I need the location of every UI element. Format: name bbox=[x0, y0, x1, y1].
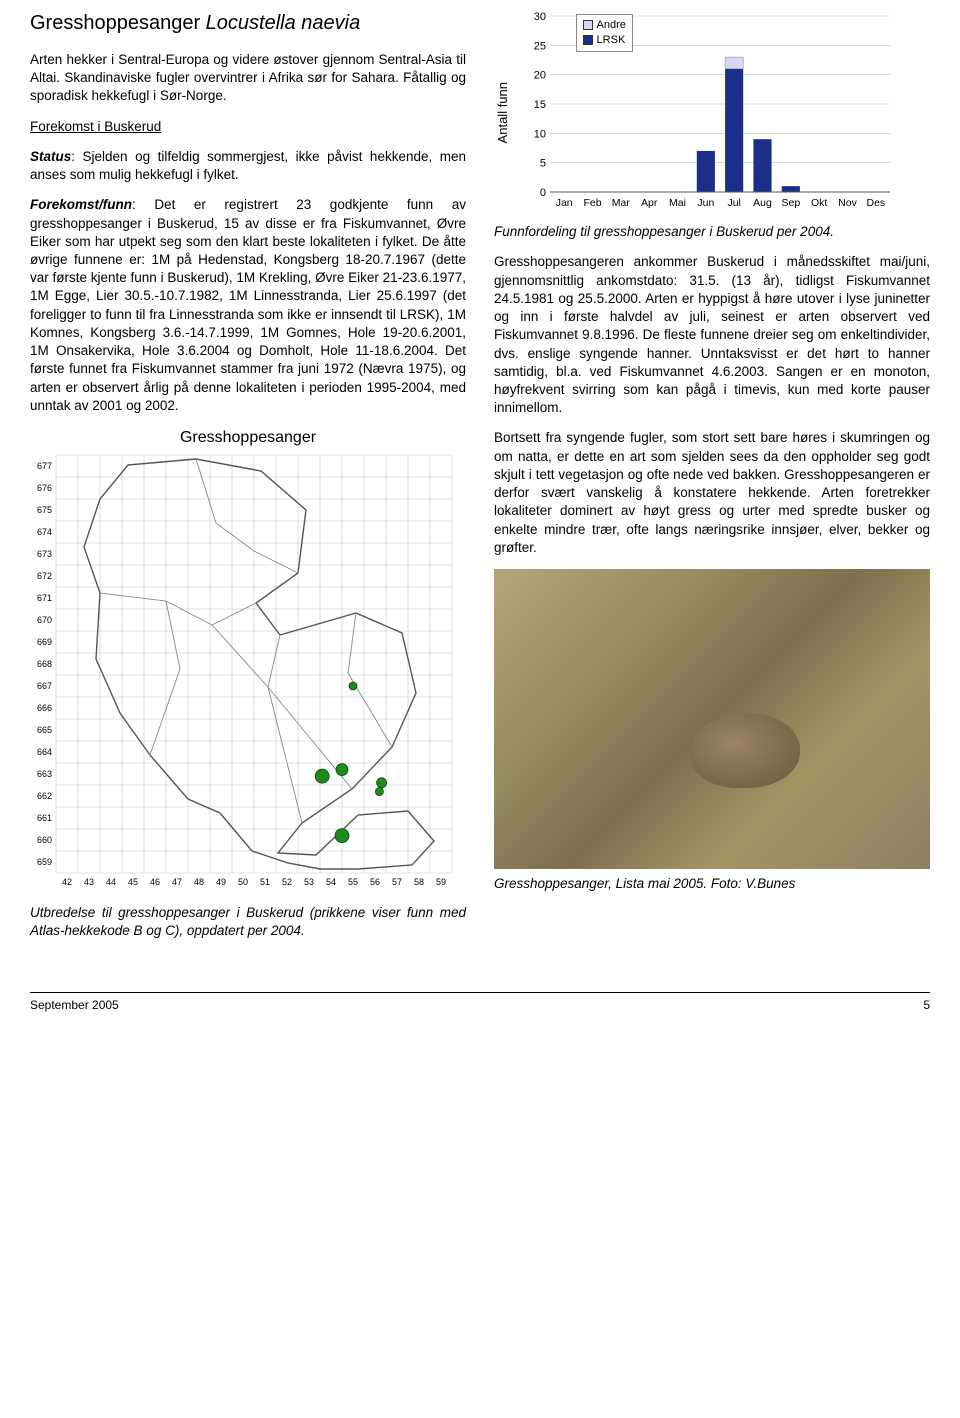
svg-text:Mai: Mai bbox=[669, 197, 686, 209]
svg-text:665: 665 bbox=[37, 725, 52, 735]
map-title: Gresshoppesanger bbox=[30, 427, 466, 449]
svg-text:671: 671 bbox=[37, 593, 52, 603]
svg-text:55: 55 bbox=[348, 877, 358, 887]
intro-paragraph: Arten hekker i Sentral-Europa og videre … bbox=[30, 51, 466, 106]
svg-text:0: 0 bbox=[539, 187, 545, 199]
forekomst-paragraph: Forekomst/funn: Det er registrert 23 god… bbox=[30, 196, 466, 415]
svg-text:667: 667 bbox=[37, 681, 52, 691]
svg-text:Aug: Aug bbox=[753, 197, 772, 209]
svg-text:670: 670 bbox=[37, 615, 52, 625]
svg-text:43: 43 bbox=[84, 877, 94, 887]
svg-text:Jun: Jun bbox=[697, 197, 714, 209]
svg-text:Mar: Mar bbox=[611, 197, 630, 209]
svg-text:25: 25 bbox=[533, 40, 545, 52]
page-footer: September 2005 5 bbox=[30, 992, 930, 1013]
chart-legend: Andre LRSK bbox=[576, 14, 633, 52]
svg-text:44: 44 bbox=[106, 877, 116, 887]
svg-text:673: 673 bbox=[37, 549, 52, 559]
svg-text:58: 58 bbox=[414, 877, 424, 887]
svg-text:48: 48 bbox=[194, 877, 204, 887]
svg-text:53: 53 bbox=[304, 877, 314, 887]
svg-text:677: 677 bbox=[37, 461, 52, 471]
svg-text:20: 20 bbox=[533, 70, 545, 82]
svg-text:659: 659 bbox=[37, 857, 52, 867]
chart-y-axis-label: Antall funn bbox=[494, 82, 512, 143]
svg-text:51: 51 bbox=[260, 877, 270, 887]
svg-text:59: 59 bbox=[436, 877, 446, 887]
map-caption: Utbredelse til gresshoppesanger i Busker… bbox=[30, 904, 466, 940]
svg-text:Jul: Jul bbox=[727, 197, 740, 209]
svg-text:662: 662 bbox=[37, 791, 52, 801]
svg-text:Jan: Jan bbox=[555, 197, 572, 209]
svg-text:676: 676 bbox=[37, 483, 52, 493]
svg-text:Feb: Feb bbox=[583, 197, 601, 209]
svg-text:52: 52 bbox=[282, 877, 292, 887]
svg-text:672: 672 bbox=[37, 571, 52, 581]
svg-text:668: 668 bbox=[37, 659, 52, 669]
svg-text:5: 5 bbox=[539, 158, 545, 170]
right-paragraph-2: Bortsett fra syngende fugler, som stort … bbox=[494, 429, 930, 557]
photo-caption: Gresshoppesanger, Lista mai 2005. Foto: … bbox=[494, 875, 930, 893]
svg-text:Okt: Okt bbox=[811, 197, 827, 209]
svg-text:663: 663 bbox=[37, 769, 52, 779]
right-paragraph-1: Gresshoppesangeren ankommer Buskerud i m… bbox=[494, 253, 930, 417]
svg-text:57: 57 bbox=[392, 877, 402, 887]
svg-text:Nov: Nov bbox=[838, 197, 857, 209]
svg-text:46: 46 bbox=[150, 877, 160, 887]
monthly-bar-chart: Andre LRSK 0 5 10 15 20 25 30 Jan Feb Mar Apr Mai Ju… bbox=[516, 10, 896, 215]
page-title: Gresshoppesanger Locustella naevia bbox=[30, 10, 466, 37]
svg-text:666: 666 bbox=[37, 703, 52, 713]
svg-text:Des: Des bbox=[866, 197, 885, 209]
svg-text:49: 49 bbox=[216, 877, 226, 887]
svg-text:50: 50 bbox=[238, 877, 248, 887]
svg-text:660: 660 bbox=[37, 835, 52, 845]
svg-text:661: 661 bbox=[37, 813, 52, 823]
legend-swatch-lrsk bbox=[583, 35, 593, 45]
status-paragraph: Status: Sjelden og tilfeldig sommergjest… bbox=[30, 148, 466, 184]
svg-text:Sep: Sep bbox=[781, 197, 800, 209]
svg-text:54: 54 bbox=[326, 877, 336, 887]
bird-photo bbox=[494, 569, 930, 869]
svg-text:674: 674 bbox=[37, 527, 52, 537]
footer-page-number: 5 bbox=[923, 997, 930, 1013]
chart-caption: Funnfordeling til gresshoppesanger i Bus… bbox=[494, 223, 930, 241]
footer-date: September 2005 bbox=[30, 997, 119, 1013]
section-heading: Forekomst i Buskerud bbox=[30, 118, 466, 136]
svg-text:675: 675 bbox=[37, 505, 52, 515]
svg-text:45: 45 bbox=[128, 877, 138, 887]
svg-text:56: 56 bbox=[370, 877, 380, 887]
svg-text:15: 15 bbox=[533, 99, 545, 111]
svg-text:10: 10 bbox=[533, 128, 545, 140]
svg-text:47: 47 bbox=[172, 877, 182, 887]
legend-swatch-andre bbox=[583, 20, 593, 30]
svg-text:42: 42 bbox=[62, 877, 72, 887]
svg-text:664: 664 bbox=[37, 747, 52, 757]
distribution-map: 677 676 675 674 673 672 671 670 669 668 667 666 665 6… bbox=[30, 453, 466, 894]
svg-text:669: 669 bbox=[37, 637, 52, 647]
svg-text:30: 30 bbox=[533, 11, 545, 23]
svg-text:Apr: Apr bbox=[641, 197, 658, 209]
